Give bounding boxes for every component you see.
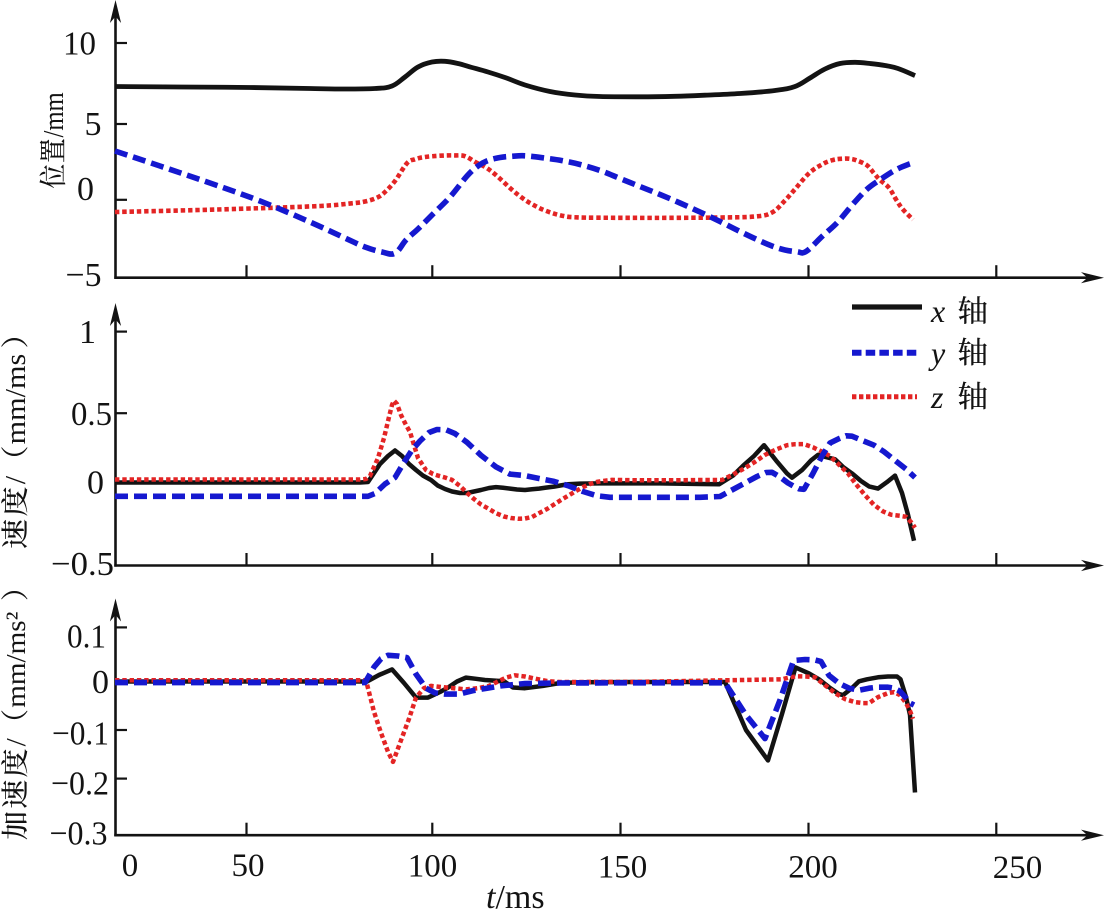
svg-text:10: 10 <box>63 26 96 63</box>
svg-text:mm/ms²: mm/ms² <box>1 612 31 708</box>
svg-text:0.5: 0.5 <box>71 396 112 433</box>
svg-text:/mm: /mm <box>39 92 70 138</box>
svg-text:100: 100 <box>408 849 458 885</box>
svg-text:0: 0 <box>122 848 139 884</box>
svg-text:−0.1: −0.1 <box>52 715 109 752</box>
svg-text:x: x <box>930 293 945 329</box>
svg-text:/: / <box>1 475 32 484</box>
svg-text:z: z <box>930 379 944 415</box>
svg-text:mm/ms: mm/ms <box>1 354 32 445</box>
svg-text:0: 0 <box>92 664 109 701</box>
svg-text:200: 200 <box>788 850 838 886</box>
svg-text:−0.2: −0.2 <box>51 766 109 803</box>
svg-text:50: 50 <box>232 848 265 884</box>
svg-text:1: 1 <box>79 314 96 351</box>
svg-text:0.1: 0.1 <box>67 618 106 655</box>
svg-text:150: 150 <box>598 850 648 886</box>
svg-text:−5: −5 <box>66 257 102 294</box>
svg-text:250: 250 <box>993 850 1043 886</box>
svg-text:0: 0 <box>87 464 104 501</box>
svg-text:−0.3: −0.3 <box>50 816 108 853</box>
svg-text:t/ms: t/ms <box>486 879 545 910</box>
svg-text:0: 0 <box>77 171 94 208</box>
svg-text:−0.5: −0.5 <box>51 546 114 583</box>
svg-text:y: y <box>928 335 946 371</box>
svg-text:5: 5 <box>85 106 102 143</box>
svg-text:/: / <box>1 738 31 746</box>
